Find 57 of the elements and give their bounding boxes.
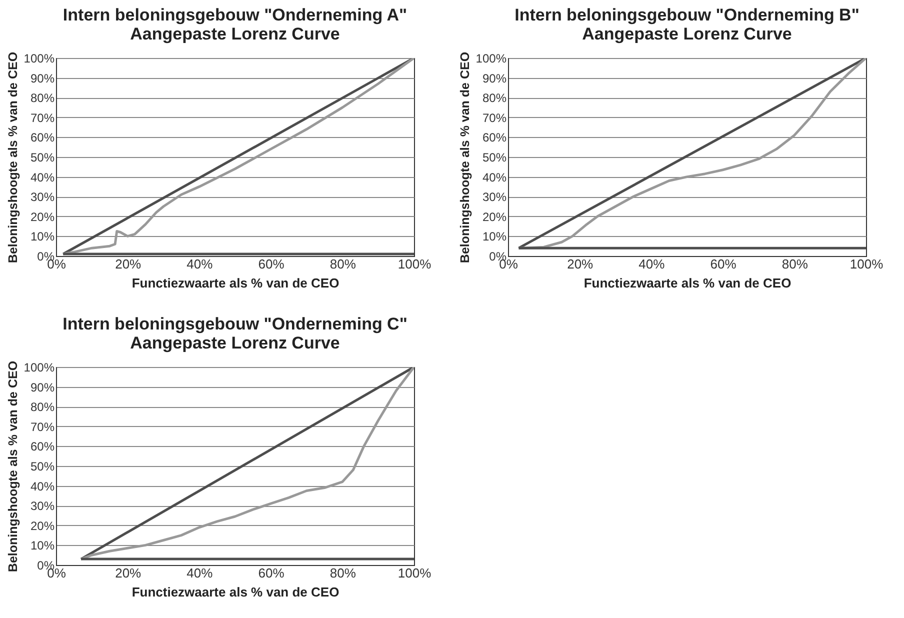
y-tick-label: 10% — [30, 538, 55, 553]
x-tick-label: 60% — [258, 256, 285, 272]
y-tick-label: 20% — [482, 210, 507, 224]
chart-title: Intern beloningsgebouw "Onderneming A" — [62, 5, 408, 24]
x-tick-label: 60% — [710, 256, 737, 272]
x-tick-label: 20% — [567, 256, 594, 272]
x-tick-label: 20% — [115, 256, 142, 272]
y-tick-label: 80% — [30, 91, 55, 106]
x-tick-label: 40% — [186, 256, 214, 272]
chart-subtitle: Aangepaste Lorenz Curve — [582, 24, 792, 44]
x-tick-label: 100% — [398, 256, 432, 272]
y-tick-label: 40% — [482, 170, 507, 184]
y-axis-title: Beloningshoogte als % van de CEO — [6, 360, 20, 572]
y-tick-label: 20% — [30, 210, 55, 224]
y-tick-label: 50% — [482, 150, 507, 164]
y-tick-label: 100% — [24, 52, 55, 66]
x-tick-label: 100% — [850, 256, 884, 272]
x-tick-label: 80% — [330, 566, 356, 580]
x-axis-title: Functiezwaarte als % van de CEO — [132, 584, 340, 600]
y-tick-label: 10% — [30, 230, 55, 244]
x-tick-label: 80% — [330, 256, 356, 272]
y-tick-label: 90% — [30, 380, 55, 394]
y-tick-label: 10% — [482, 230, 507, 244]
chart-title: Intern beloningsgebouw "Onderneming C" — [62, 314, 408, 334]
x-axis-title: Functiezwaarte als % van de CEO — [584, 276, 792, 290]
y-tick-label: 20% — [30, 518, 55, 533]
y-axis-title: Beloningshoogte als % van de CEO — [458, 52, 472, 264]
chart-subtitle: Aangepaste Lorenz Curve — [130, 24, 340, 44]
y-tick-label: 80% — [30, 400, 55, 414]
y-tick-label: 30% — [30, 190, 55, 204]
y-tick-label: 50% — [30, 460, 55, 474]
chart-title: Intern beloningsgebouw "Onderneming B" — [514, 5, 860, 24]
x-tick-label: 40% — [638, 256, 666, 272]
x-axis-title: Functiezwaarte als % van de CEO — [132, 276, 340, 290]
y-tick-label: 70% — [30, 420, 55, 434]
x-tick-label: 100% — [398, 566, 432, 580]
y-tick-label: 80% — [482, 91, 507, 106]
x-tick-label: 80% — [782, 256, 808, 272]
y-tick-label: 50% — [30, 150, 55, 164]
x-tick-label: 60% — [258, 566, 285, 580]
y-tick-label: 70% — [482, 110, 507, 125]
y-tick-label: 40% — [30, 479, 55, 494]
y-axis-title: Beloningshoogte als % van de CEO — [6, 52, 20, 264]
y-tick-label: 40% — [30, 170, 55, 184]
x-tick-label: 20% — [115, 566, 142, 580]
y-tick-label: 70% — [30, 110, 55, 125]
y-tick-label: 60% — [482, 130, 507, 145]
y-tick-label: 100% — [24, 360, 55, 374]
y-tick-label: 90% — [30, 71, 55, 86]
y-tick-label: 90% — [482, 71, 507, 86]
y-tick-label: 60% — [30, 440, 55, 454]
y-tick-label: 30% — [482, 190, 507, 204]
y-tick-label: 100% — [476, 52, 507, 66]
x-tick-label: 40% — [186, 566, 214, 580]
y-tick-label: 30% — [30, 499, 55, 514]
y-tick-label: 60% — [30, 130, 55, 145]
chart-subtitle: Aangepaste Lorenz Curve — [130, 333, 340, 352]
